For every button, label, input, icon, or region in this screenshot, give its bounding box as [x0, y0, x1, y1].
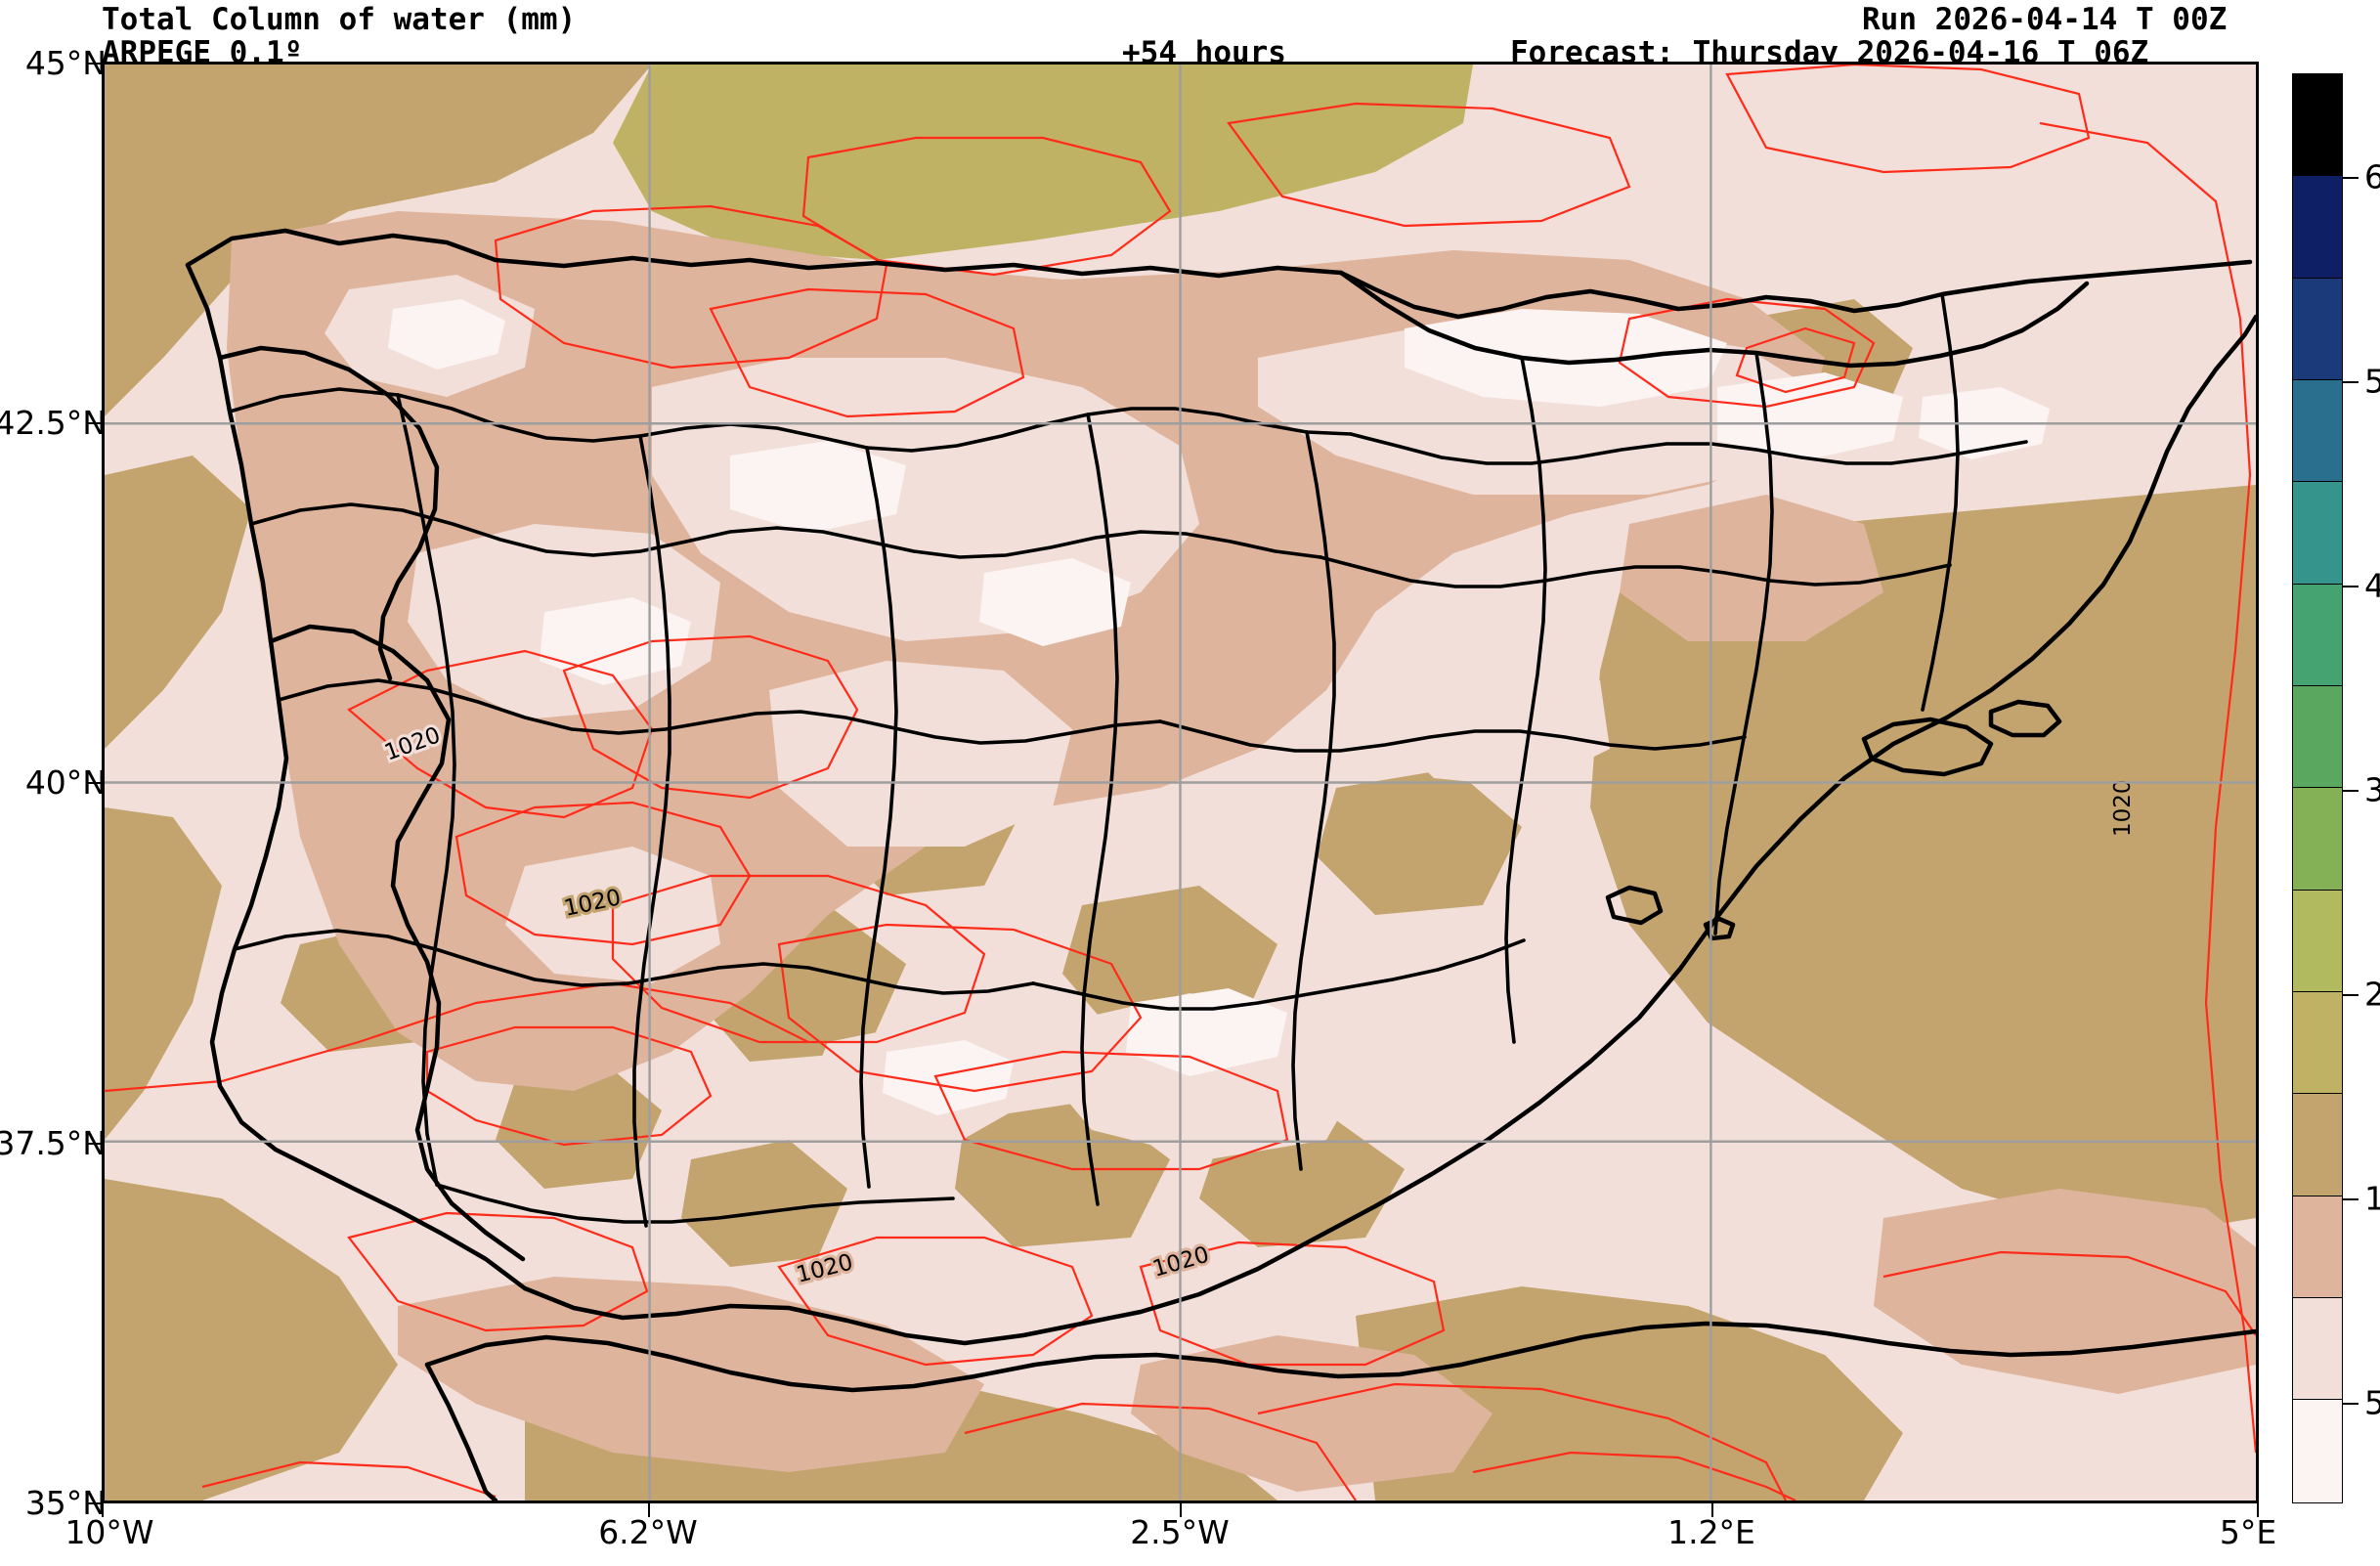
isobar-contours — [105, 65, 2256, 1501]
colorbar-tick-25 — [2343, 994, 2358, 996]
colorbar-band-11 — [2293, 278, 2342, 381]
colorbar-band-13 — [2293, 74, 2342, 177]
colorbar-tick-5 — [2343, 1403, 2358, 1405]
x-axis-label-2.5W: 2.5°W — [1130, 1513, 1230, 1551]
colorbar-band-1 — [2293, 1298, 2342, 1401]
colorbar-label-5: 5 — [2364, 1383, 2380, 1422]
colorbar-label-65: 65 — [2364, 157, 2380, 196]
y-axis-label-45: 45°N — [24, 44, 107, 82]
colorbar-band-12 — [2293, 176, 2342, 279]
x-axis-label-10W: 10°W — [65, 1513, 154, 1551]
colorbar-band-9 — [2293, 482, 2342, 585]
colorbar-tick-65 — [2343, 177, 2358, 179]
colorbar-band-10 — [2293, 380, 2342, 483]
x-tick-10W — [102, 1503, 104, 1517]
colorbar-label-15: 15 — [2364, 1179, 2380, 1218]
svg-text:1020: 1020 — [2110, 779, 2136, 837]
colorbar-tick-45 — [2343, 586, 2358, 587]
colorbar — [2292, 73, 2343, 1503]
y-tick-40 — [86, 782, 102, 784]
colorbar-tick-35 — [2343, 790, 2358, 792]
colorbar-label-55: 55 — [2364, 362, 2380, 401]
lat-lon-gridlines — [105, 65, 2256, 1501]
x-tick-1.2E — [1711, 1503, 1713, 1517]
y-axis-label-42.5: 42.5°N — [0, 404, 107, 442]
x-tick-5E — [2257, 1503, 2259, 1517]
map-canvas: 1020 1020 1020 1020 1020 1020 1020 1020 — [105, 65, 2256, 1501]
y-axis-label-37.5: 37.5°N — [0, 1124, 107, 1162]
colorbar-label-35: 35 — [2364, 770, 2380, 809]
colorbar-band-0 — [2293, 1400, 2342, 1502]
y-axis-label-35: 35°N — [24, 1484, 107, 1522]
colorbar-label-25: 25 — [2364, 975, 2380, 1014]
moisture-band-20-25 — [613, 65, 1473, 260]
y-tick-35 — [86, 1502, 102, 1504]
colorbar-label-45: 45 — [2364, 566, 2380, 605]
svg-text:1020: 1020 — [2110, 779, 2136, 837]
colorbar-band-3 — [2293, 1094, 2342, 1196]
x-tick-2.5W — [1180, 1503, 1182, 1517]
y-tick-45 — [86, 63, 102, 65]
colorbar-band-4 — [2293, 992, 2342, 1095]
colorbar-band-2 — [2293, 1196, 2342, 1299]
map-plot-area: 1020 1020 1020 1020 1020 1020 1020 1020 — [102, 62, 2259, 1503]
x-tick-6.2W — [648, 1503, 650, 1517]
x-axis-label-1.2E: 1.2°E — [1667, 1513, 1755, 1551]
y-tick-42.5 — [86, 422, 102, 424]
colorbar-band-7 — [2293, 686, 2342, 789]
x-axis-label-5E: 5°E — [2219, 1513, 2277, 1551]
colorbar-tick-55 — [2343, 381, 2358, 383]
page-title: Total Column of water (mm) — [102, 2, 577, 37]
colorbar-tick-15 — [2343, 1198, 2358, 1200]
coastline-and-borders — [185, 228, 2256, 1501]
colorbar-band-8 — [2293, 584, 2342, 687]
x-axis-label-6.2W: 6.2°W — [598, 1513, 698, 1551]
map-svg: 1020 1020 1020 1020 1020 1020 1020 1020 — [105, 65, 2256, 1501]
colorbar-band-5 — [2293, 890, 2342, 993]
y-axis-label-40: 40°N — [24, 763, 107, 802]
colorbar-band-6 — [2293, 788, 2342, 891]
run-datetime-label: Run 2026-04-14 T 00Z — [1862, 2, 2228, 37]
y-tick-37.5 — [86, 1143, 102, 1145]
